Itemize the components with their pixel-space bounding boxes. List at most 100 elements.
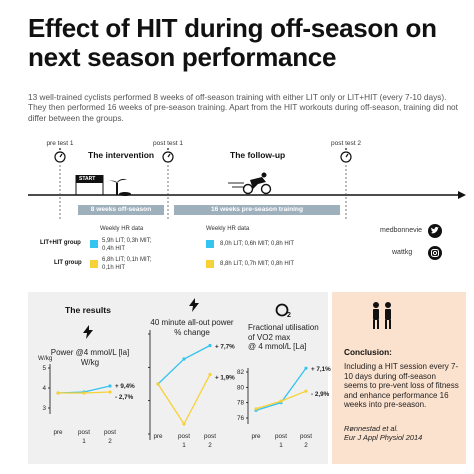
svg-text:2: 2 <box>287 312 291 318</box>
chart3-title: Fractional utilisation of VO2 max @ 4 mm… <box>240 323 338 352</box>
chart2-title: 40 minute all-out power % change <box>142 318 242 337</box>
stopwatch-icon <box>340 148 352 163</box>
chart1-title-line1: Power @4 mmol/L [la] <box>50 348 130 357</box>
chart1-x-label-2: 2 <box>108 438 112 445</box>
chart2-series-lit-hit <box>157 344 211 385</box>
chart3-x-label-post2: post <box>300 433 312 440</box>
chart1-point <box>56 391 60 395</box>
chart2-title-line1: 40 minute all-out power <box>150 318 234 327</box>
lit-off-data: 6,8h LIT; 0,1h MIT; 0,1h HIT <box>102 257 151 272</box>
chart1-x-label-pre: pre <box>53 429 63 436</box>
chart1-y-tick-label: 4 <box>42 385 46 392</box>
oxygen-icon: 2 <box>275 303 291 318</box>
hr-label-off: Weekly HR data <box>100 226 144 232</box>
chart1-change-label: - 2,7% <box>115 394 134 401</box>
stopwatch-icon <box>54 148 66 163</box>
lit-hit-group-label: LIT+HIT group <box>40 240 81 246</box>
chart3-point <box>254 407 258 411</box>
chart1-y-tick-label: 3 <box>42 405 46 412</box>
chart2-change-label: + 7,7% <box>215 344 235 351</box>
researchers-icon <box>373 302 391 329</box>
chart2-point <box>156 382 160 386</box>
chart2-x-label-2: 2 <box>208 442 212 449</box>
chart3-y-tick-label: 80 <box>237 384 245 391</box>
chart2-change-label: + 1,9% <box>215 375 235 382</box>
chart2-point <box>208 372 212 377</box>
cyclist-icon <box>228 172 272 195</box>
lit-hit-off-line1: 5,9h LIT; 0,3h MIT; <box>102 238 152 244</box>
start-label: START <box>79 176 96 182</box>
lit-pre-swatch <box>206 260 214 268</box>
intervention-heading: The intervention <box>88 150 155 160</box>
lit-hit-color-swatch <box>90 240 98 248</box>
twitter-icon[interactable] <box>428 224 442 238</box>
lit-hit-pre-swatch <box>206 240 214 248</box>
chart1-point <box>108 390 112 394</box>
timeline-arrowhead <box>458 191 466 199</box>
lit-off-line1: 6,8h LIT; 0,1h MIT; <box>102 257 152 263</box>
conclusion-text: Including a HIT session every 7-10 days … <box>344 362 459 410</box>
post-test-1-label: post test 1 <box>153 140 183 147</box>
instagram-handle: wattkg <box>392 249 413 256</box>
chart2-x-label-pre: pre <box>153 433 163 440</box>
chart1-y-label: W/kg <box>38 355 53 362</box>
chart3-title-line1: Fractional utilisation <box>248 323 319 332</box>
chart1-x-label-post2: post <box>104 429 116 436</box>
chart3-x-label-1: 1 <box>279 442 283 449</box>
chart1-x-label-post1: post <box>78 429 90 436</box>
results-heading: The results <box>65 305 111 315</box>
chart3-y-tick-label: 76 <box>237 415 245 422</box>
hr-label-pre: Weekly HR data <box>206 226 250 232</box>
chart1-change-label: + 9,4% <box>115 383 135 390</box>
chart3-change-label: - 2,9% <box>311 391 330 398</box>
twitter-handle: medbonnevie <box>380 227 423 234</box>
chart1-point <box>108 384 112 388</box>
chart3-y-tick-label: 78 <box>237 400 245 407</box>
palm-tree-icon <box>106 178 131 196</box>
chart2-x-label-post1: post <box>178 433 190 440</box>
citation: Rønnestad et al. Eur J Appl Physiol 2014 <box>344 424 464 443</box>
post-test-2-label: post test 2 <box>331 140 361 147</box>
lit-color-swatch <box>90 260 98 268</box>
chart3-change-label: + 7,1% <box>311 366 331 373</box>
chart2-point <box>208 343 212 348</box>
chart3-x-label-2: 2 <box>304 442 308 449</box>
lit-pre-data: 8,8h LIT; 0,7h MIT; 0,8h HIT <box>220 261 295 267</box>
chart3-x-label-pre: pre <box>251 433 261 440</box>
intro-text: 13 well-trained cyclists performed 8 wee… <box>28 92 458 123</box>
chart2-point <box>182 422 186 426</box>
lit-hit-off-line2: 0,4h HIT <box>102 245 126 252</box>
citation-journal: Eur J Appl Physiol 2014 <box>344 433 423 443</box>
chart1-title: Power @4 mmol/L [la] W/kg <box>40 348 140 367</box>
timeline-graphic <box>28 148 466 219</box>
citation-author: Rønnestad et al. <box>344 424 399 433</box>
chart1-y-tick-label: 5 <box>42 365 46 372</box>
lit-hit-off-data: 5,9h LIT; 0,3h MIT; 0,4h HIT <box>102 238 151 253</box>
instagram-icon[interactable] <box>428 246 442 260</box>
conclusion-panel <box>332 292 466 464</box>
start-banner-icon <box>75 175 104 195</box>
results-panel <box>28 292 328 464</box>
lightning-icon <box>83 325 93 339</box>
lit-hit-pre-data: 8,0h LIT; 0,6h MIT; 0,8h HIT <box>220 241 295 247</box>
chart2-point <box>182 357 186 361</box>
lightning-icon <box>189 298 199 312</box>
off-season-bar: 8 weeks off-season <box>78 205 164 215</box>
pre-season-bar: 16 weeks pre-season training <box>174 205 340 215</box>
chart2-x-label-1: 1 <box>182 442 186 449</box>
stopwatch-icon <box>162 148 174 163</box>
chart1-x-label-1: 1 <box>82 438 86 445</box>
lit-off-line2: 0,1h HIT <box>102 264 126 271</box>
chart3-point <box>304 366 308 370</box>
chart2-series-lit <box>157 374 211 426</box>
follow-up-heading: The follow-up <box>230 150 286 160</box>
chart3-point <box>304 389 308 393</box>
chart3-title-line2: of VO2 max <box>248 332 291 342</box>
chart1-point <box>82 391 86 395</box>
chart3-x-label-post1: post <box>275 433 287 440</box>
chart2-x-label-post2: post <box>204 433 216 440</box>
chart2-title-line2: % change <box>174 327 210 337</box>
chart1-title-line2: W/kg <box>80 357 100 367</box>
conclusion-heading: Conclusion: <box>344 347 392 357</box>
